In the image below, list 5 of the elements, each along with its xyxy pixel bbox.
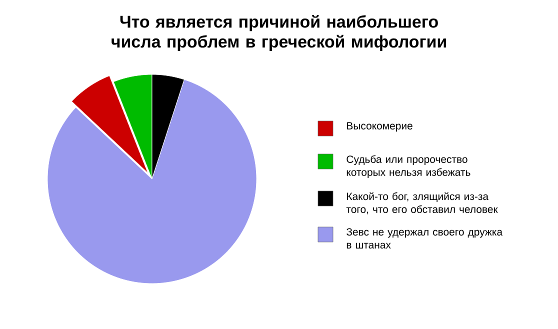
chart-title: Что является причиной наибольшего числа проблем в греческой мифологии	[112, 14, 446, 52]
legend-label: Зевс не удержал своего дружка в штанах	[346, 228, 503, 249]
legend-label: Судьба или пророчество которых нельзя избежать	[346, 155, 470, 178]
legend-label: Какой-то бог, злящийся из-за того, что его обставил человек	[346, 192, 498, 214]
legend-label: Высокомерие	[347, 122, 412, 132]
